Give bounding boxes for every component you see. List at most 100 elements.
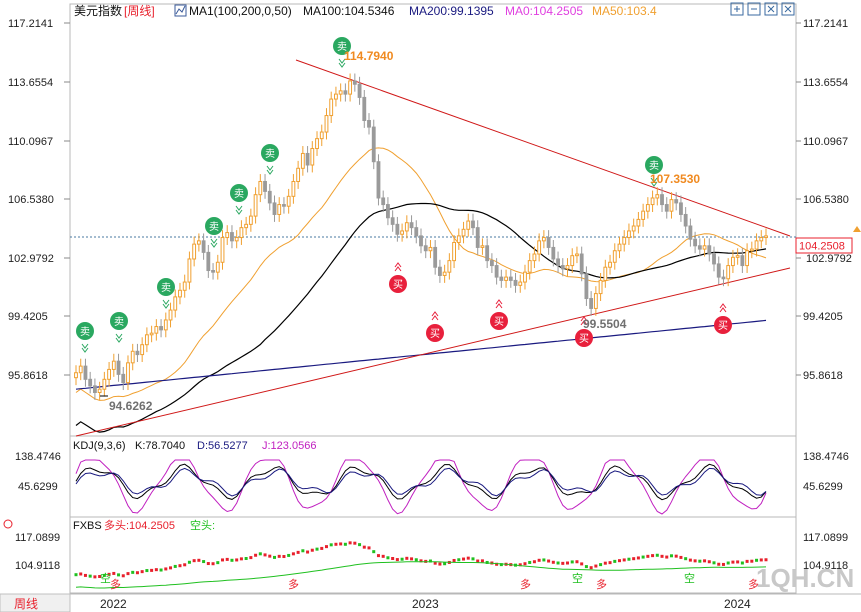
fxbs-bar [324, 545, 328, 549]
candle [225, 225, 230, 245]
price-axis: 117.2141 117.2141 113.6554 113.6554 110.… [8, 18, 852, 382]
fxbs-bar [433, 561, 437, 565]
fxbs-bar [721, 562, 725, 566]
fxbs-bar [254, 553, 258, 557]
candle-body [395, 223, 400, 235]
candle [272, 195, 277, 222]
candle [570, 248, 575, 273]
fxbs-bar [622, 558, 626, 562]
fxbs-bar [679, 555, 683, 559]
year-2024: 2024 [724, 597, 751, 611]
candle [102, 371, 107, 397]
fxbs-empty: 空头: [190, 518, 215, 532]
sell-text: 卖 [114, 316, 124, 328]
candle-body [551, 246, 556, 260]
price-tick-4: 106.5380 [8, 194, 54, 206]
fxbs-duo-mark: 多 [596, 577, 607, 591]
candle [319, 124, 324, 147]
candle-body [693, 238, 698, 247]
candle-body [674, 199, 679, 204]
fxbs-tick-r1: 117.0899 [803, 532, 848, 544]
candle [565, 258, 570, 277]
period-button[interactable] [0, 593, 71, 612]
candle [154, 319, 159, 341]
candle-body [244, 223, 249, 229]
candle [447, 253, 452, 280]
candle [480, 238, 485, 255]
fxbs-bar [566, 561, 570, 565]
candle-body [168, 309, 173, 321]
fxbs-bar [594, 564, 598, 568]
candle [707, 238, 712, 262]
price-tick-r1: 117.2141 [803, 18, 848, 30]
kdj-tick-1: 138.4746 [15, 451, 61, 463]
ma100-line [75, 202, 767, 433]
sell-text: 卖 [265, 148, 275, 160]
candle [215, 254, 220, 280]
candle-body [319, 131, 324, 140]
fxbs-bar [457, 558, 461, 562]
fxbs-bar [197, 558, 201, 562]
sell-text: 卖 [649, 160, 659, 172]
candle-body [721, 276, 726, 280]
symbol-name: 美元指数 [74, 3, 122, 18]
candle-body [159, 326, 163, 331]
fxbs-bar [537, 558, 541, 562]
candle-body [697, 245, 702, 250]
fxbs-bar [669, 554, 673, 558]
candle-body [97, 388, 102, 394]
fxbs-bar [636, 556, 640, 560]
candle [636, 211, 641, 234]
fxbs-bar [703, 559, 707, 563]
zoom-in-icon[interactable] [730, 2, 744, 16]
fxbs-bar [367, 546, 371, 550]
fxbs-bar [641, 555, 645, 559]
candle [645, 197, 650, 219]
fxbs-bar [263, 553, 267, 557]
candle-body [461, 228, 466, 237]
candle-body [196, 240, 201, 245]
candle [352, 73, 357, 92]
buy-icon [389, 275, 407, 293]
candle-body [201, 240, 206, 253]
candle [267, 183, 272, 211]
low2-label: 99.5504 [583, 317, 627, 331]
candle-body [485, 245, 490, 262]
candle-body [121, 373, 126, 384]
candle-body [130, 350, 135, 364]
close-icon[interactable] [781, 2, 795, 16]
fxbs-bar [707, 560, 711, 564]
sell-icon [230, 184, 248, 202]
fxbs-bar [556, 561, 560, 565]
sell-signal: 卖 [205, 217, 223, 248]
kdj-k: K:78.7040 [135, 440, 185, 452]
candle [140, 337, 145, 363]
candle-body [390, 217, 395, 225]
candle-body [300, 152, 305, 169]
fxbs-bar [272, 555, 276, 559]
fxbs-bar [358, 543, 362, 547]
candle-body [234, 237, 239, 242]
low-label: 94.6262 [109, 399, 153, 413]
candle-body [282, 204, 286, 207]
sell-text: 卖 [234, 188, 244, 200]
candle-body [570, 255, 575, 267]
sell-arrow-icon [162, 299, 170, 309]
fxbs-bar [561, 561, 565, 565]
sell-icon [157, 278, 175, 296]
settings-icon[interactable] [764, 2, 778, 16]
candle-body [428, 246, 433, 252]
fxbs-duo-mark: 多 [288, 577, 299, 591]
fxbs-settings-icon[interactable] [3, 519, 13, 529]
candle [291, 174, 296, 204]
candle [107, 362, 111, 387]
price-tick-2: 113.6554 [8, 77, 53, 89]
candle [173, 289, 178, 318]
zoom-out-icon[interactable] [747, 2, 761, 16]
candle-body [641, 210, 646, 220]
candle-body [740, 255, 745, 267]
candle-body [754, 240, 759, 250]
candle [144, 327, 149, 353]
candle [286, 188, 291, 214]
